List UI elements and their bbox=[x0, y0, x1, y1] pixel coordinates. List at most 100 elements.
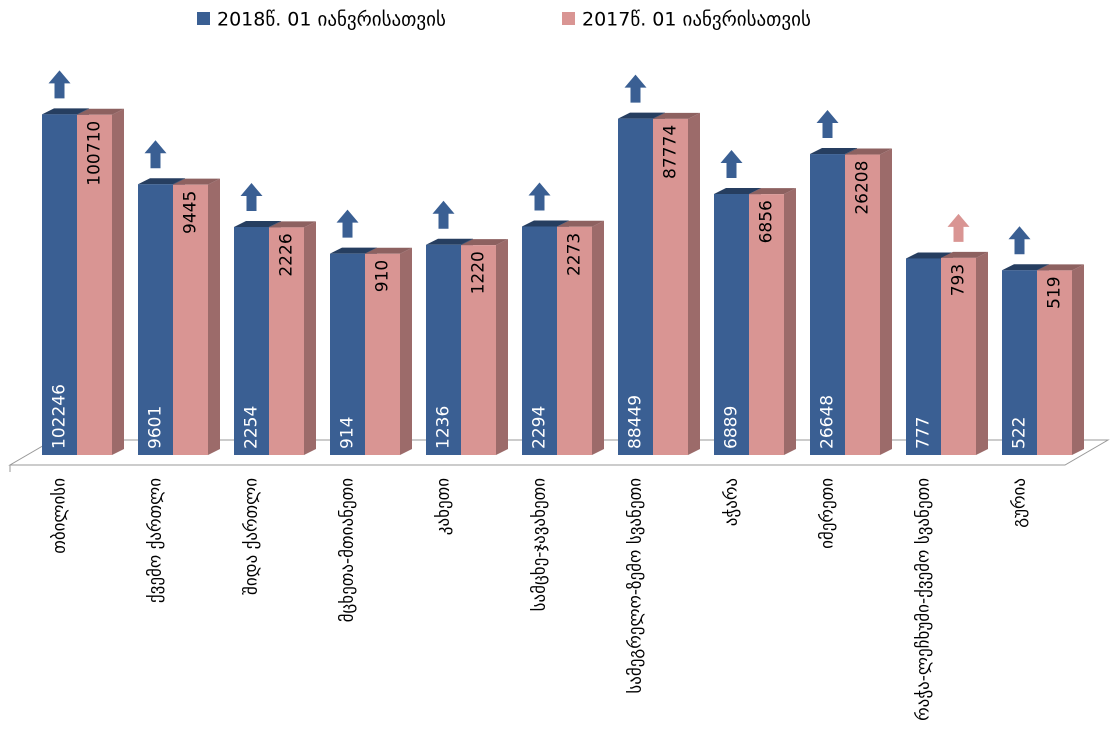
bar bbox=[906, 258, 941, 455]
value-label: 100710 bbox=[85, 121, 105, 186]
bar bbox=[138, 184, 173, 455]
trend-arrow bbox=[528, 182, 551, 211]
bar-side bbox=[496, 239, 508, 455]
value-label: 522 bbox=[1010, 417, 1030, 449]
legend-label: 2017წ. 01 იანვრისათვის bbox=[582, 9, 811, 31]
bar-side bbox=[1072, 264, 1084, 455]
legend-label: 2018წ. 01 იანვრისათვის bbox=[217, 9, 446, 31]
value-label: 2254 bbox=[242, 406, 262, 449]
value-label: 793 bbox=[949, 264, 969, 296]
x-tick-label: კახეთი bbox=[434, 478, 454, 535]
bar bbox=[749, 194, 784, 455]
bar bbox=[522, 226, 557, 455]
bar-top bbox=[522, 220, 569, 227]
x-tick-label: თბილისი bbox=[50, 478, 70, 554]
bar-top bbox=[618, 112, 665, 119]
bar-top bbox=[365, 247, 412, 254]
value-label: 26648 bbox=[818, 395, 838, 449]
bar bbox=[557, 226, 592, 455]
bar-top bbox=[138, 178, 185, 185]
value-label: 1236 bbox=[434, 406, 454, 449]
trend-arrow bbox=[947, 213, 970, 242]
value-label: 26208 bbox=[853, 161, 873, 215]
bar bbox=[941, 257, 976, 455]
bar bbox=[845, 154, 880, 455]
x-tick-label: აჭარა bbox=[722, 478, 742, 526]
value-label: 914 bbox=[338, 417, 358, 449]
bar-top bbox=[941, 251, 988, 258]
trend-arrow bbox=[624, 74, 647, 103]
bar bbox=[461, 245, 496, 455]
value-label: 102246 bbox=[50, 384, 70, 449]
bar bbox=[42, 114, 77, 455]
value-label: 88449 bbox=[626, 395, 646, 449]
trend-arrow bbox=[1008, 226, 1031, 255]
bar-top bbox=[330, 247, 377, 254]
trend-arrow bbox=[720, 150, 743, 179]
bar-top bbox=[426, 238, 473, 245]
x-tick-label: სამცხე-ჯავახეთი bbox=[530, 478, 550, 611]
value-label: 6856 bbox=[757, 200, 777, 243]
bar-side bbox=[304, 221, 316, 455]
x-tick-label: მცხეთა-მთიანეთი bbox=[338, 478, 358, 622]
value-label: 777 bbox=[914, 417, 934, 449]
value-label: 2294 bbox=[530, 406, 550, 449]
x-tick-label: გურია bbox=[1010, 478, 1030, 528]
trend-arrow bbox=[432, 200, 455, 229]
bar bbox=[426, 244, 461, 455]
bar bbox=[653, 118, 688, 455]
value-label: 1220 bbox=[469, 251, 489, 294]
bar bbox=[77, 114, 112, 455]
bar-top bbox=[749, 188, 796, 195]
bar bbox=[810, 154, 845, 455]
value-label: 9601 bbox=[146, 406, 166, 449]
value-label: 6889 bbox=[722, 406, 742, 449]
bar-side bbox=[208, 178, 220, 455]
bar bbox=[173, 184, 208, 455]
bar-top bbox=[461, 239, 508, 246]
legend-swatch bbox=[197, 12, 210, 25]
bar-top bbox=[810, 148, 857, 155]
value-label: 2226 bbox=[277, 233, 297, 276]
bar-top bbox=[906, 252, 953, 259]
bar-top bbox=[845, 148, 892, 155]
trend-arrow bbox=[816, 110, 839, 139]
bar-top bbox=[1037, 264, 1084, 271]
bar-top bbox=[557, 220, 604, 227]
x-tick-label: სამეგრელო-ზემო სვანეთი bbox=[626, 478, 646, 694]
bar bbox=[1002, 270, 1037, 455]
bar-top bbox=[77, 108, 124, 115]
value-label: 519 bbox=[1045, 276, 1065, 308]
bar bbox=[1037, 270, 1072, 455]
bar-top bbox=[173, 178, 220, 185]
legend-swatch bbox=[562, 12, 575, 25]
bar-top bbox=[269, 221, 316, 228]
bar-side bbox=[112, 108, 124, 455]
x-tick-label: იმერეთი bbox=[818, 478, 838, 549]
bar-side bbox=[592, 220, 604, 455]
trend-arrow bbox=[240, 182, 263, 211]
x-tick-label: ქვემო ქართლი bbox=[146, 478, 166, 603]
bar-top bbox=[234, 220, 281, 227]
bar bbox=[234, 226, 269, 455]
trend-arrow bbox=[144, 140, 167, 169]
value-label: 2273 bbox=[565, 233, 585, 276]
bar-side bbox=[976, 251, 988, 455]
x-tick-label: შიდა ქართლი bbox=[242, 478, 262, 595]
bar bbox=[714, 194, 749, 456]
bar bbox=[618, 118, 653, 455]
trend-arrow bbox=[48, 70, 71, 99]
value-label: 910 bbox=[373, 260, 393, 292]
bar-side bbox=[688, 112, 700, 455]
bar-side bbox=[784, 188, 796, 455]
bar-top bbox=[1002, 264, 1049, 271]
bar-top bbox=[714, 188, 761, 195]
bar-side bbox=[880, 148, 892, 455]
bar bbox=[365, 253, 400, 455]
x-tick-label: რაჭა-ლეჩხუმი-ქვემო სვანეთი bbox=[914, 478, 934, 721]
bar-top bbox=[42, 108, 89, 115]
value-label: 9445 bbox=[181, 191, 201, 234]
bar-top bbox=[653, 112, 700, 119]
value-label: 87774 bbox=[661, 125, 681, 179]
